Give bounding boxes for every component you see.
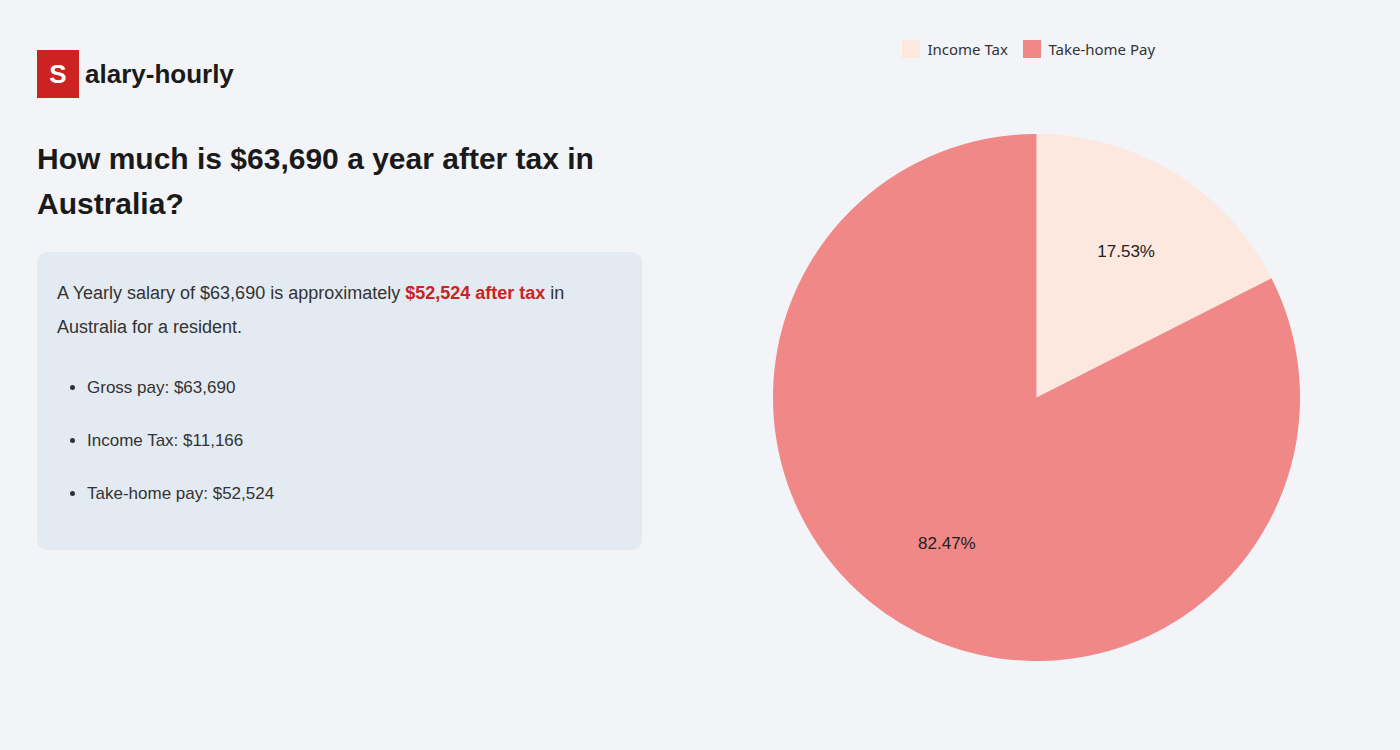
html-text:alary-hourly: alary-hourly [85,58,234,89]
html-text:Take-home pay: $52,524: Take-home pay: $52,524 [87,483,275,503]
html-text:Income Tax: $11,166: Income Tax: $11,166 [87,431,244,451]
html-text:Gross pay: $63,690: Gross pay: $63,690 [87,378,236,398]
html-text:A Yearly salary of $63,690 is: A Yearly salary of $63,690 is approximat… [57,283,569,338]
html-text:Income Tax: Income Tax [927,39,1008,60]
html-text:Take-home Pay: Take-home Pay [1048,39,1156,60]
html-text:S: S [49,59,67,89]
svg-text:82.47%: 82.47% [918,534,976,553]
svg-text:17.53%: 17.53% [1097,242,1155,261]
html-text:How much is $63,690 a year aft: How much is $63,690 a year after tax in … [37,142,594,220]
